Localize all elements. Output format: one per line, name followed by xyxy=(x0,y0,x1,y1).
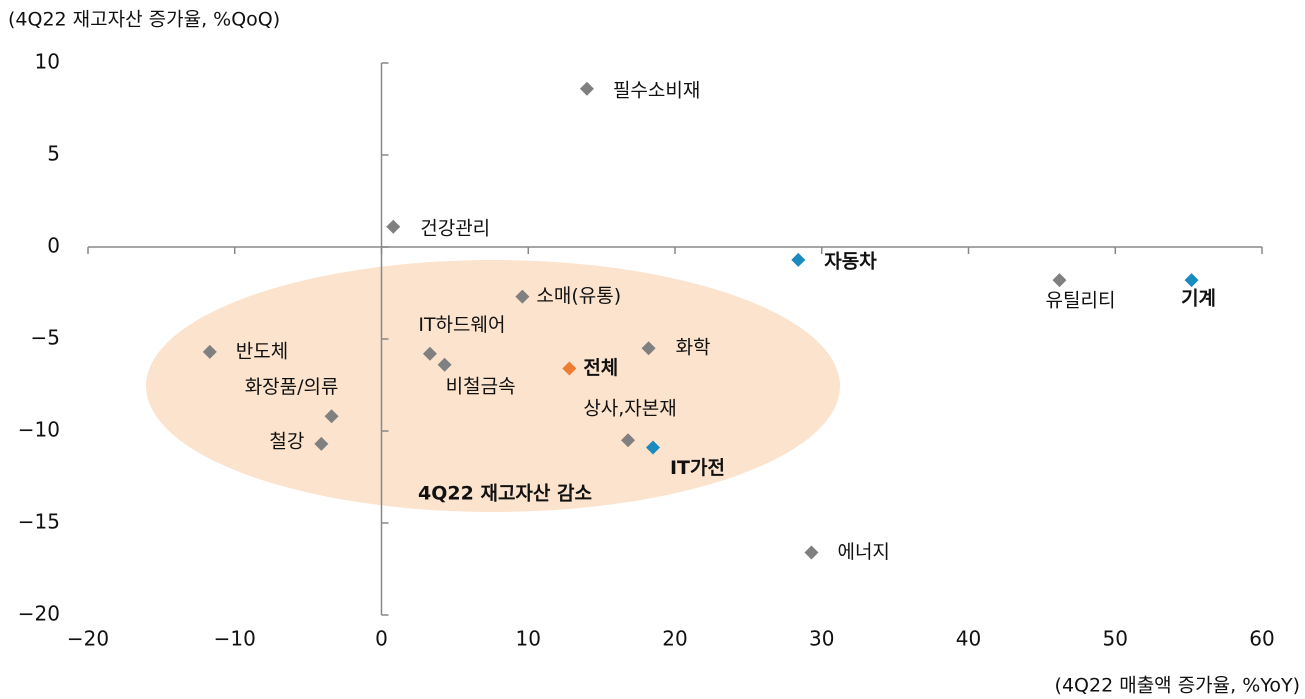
x-tick-label: 30 xyxy=(809,627,834,651)
x-tick-label: −20 xyxy=(67,627,109,651)
y-tick-label: −5 xyxy=(31,326,60,350)
y-tick-label: 5 xyxy=(47,142,60,166)
x-tick-label: −10 xyxy=(214,627,256,651)
point xyxy=(791,252,806,267)
y-axis-label: (4Q22 재고자산 증가율, %QoQ) xyxy=(8,9,280,31)
point-label: IT가전 xyxy=(670,457,725,479)
point xyxy=(621,433,636,448)
point xyxy=(324,409,339,424)
point xyxy=(202,344,217,359)
x-tick-label: 0 xyxy=(375,627,388,651)
x-tick-label: 40 xyxy=(956,627,981,651)
point-label: 전체 xyxy=(583,357,618,379)
point xyxy=(562,361,577,376)
x-tick-label: 20 xyxy=(662,627,687,651)
point xyxy=(314,436,329,451)
point-label: 비철금속 xyxy=(446,375,516,397)
point-label: 건강관리 xyxy=(420,217,490,239)
point xyxy=(579,81,594,96)
point-label: 필수소비재 xyxy=(613,79,700,101)
y-tick-label: 10 xyxy=(35,50,60,74)
point xyxy=(641,341,656,356)
point xyxy=(1052,273,1067,288)
point-label: 자동차 xyxy=(824,250,877,272)
point xyxy=(515,289,530,304)
point-label: 기계 xyxy=(1181,288,1216,310)
point-label: 화장품/의류 xyxy=(245,376,339,398)
y-tick-label: −20 xyxy=(18,602,60,626)
point-label: 반도체 xyxy=(236,340,288,362)
x-tick-label: 10 xyxy=(516,627,541,651)
point-label: 소매(유통) xyxy=(536,285,621,307)
point xyxy=(1184,273,1199,288)
point-label: 철강 xyxy=(269,430,304,452)
point-label: 유틸리티 xyxy=(1046,290,1116,312)
annotation: 4Q22 재고자산 감소 xyxy=(418,483,592,505)
point xyxy=(804,545,819,560)
y-tick-label: 0 xyxy=(47,234,60,258)
point-label: IT하드웨어 xyxy=(418,314,505,336)
x-tick-label: 50 xyxy=(1103,627,1128,651)
y-tick-label: −10 xyxy=(18,418,60,442)
x-axis-label: (4Q22 매출액 증가율, %YoY) xyxy=(1055,675,1300,697)
y-tick-label: −15 xyxy=(18,510,60,534)
point-label: 화학 xyxy=(676,337,711,359)
point xyxy=(437,357,452,372)
point-label: 에너지 xyxy=(837,541,889,563)
point-label: 상사,자본재 xyxy=(583,398,676,420)
x-tick-label: 60 xyxy=(1249,627,1274,651)
point xyxy=(386,219,401,234)
point xyxy=(645,440,660,455)
point xyxy=(422,346,437,361)
